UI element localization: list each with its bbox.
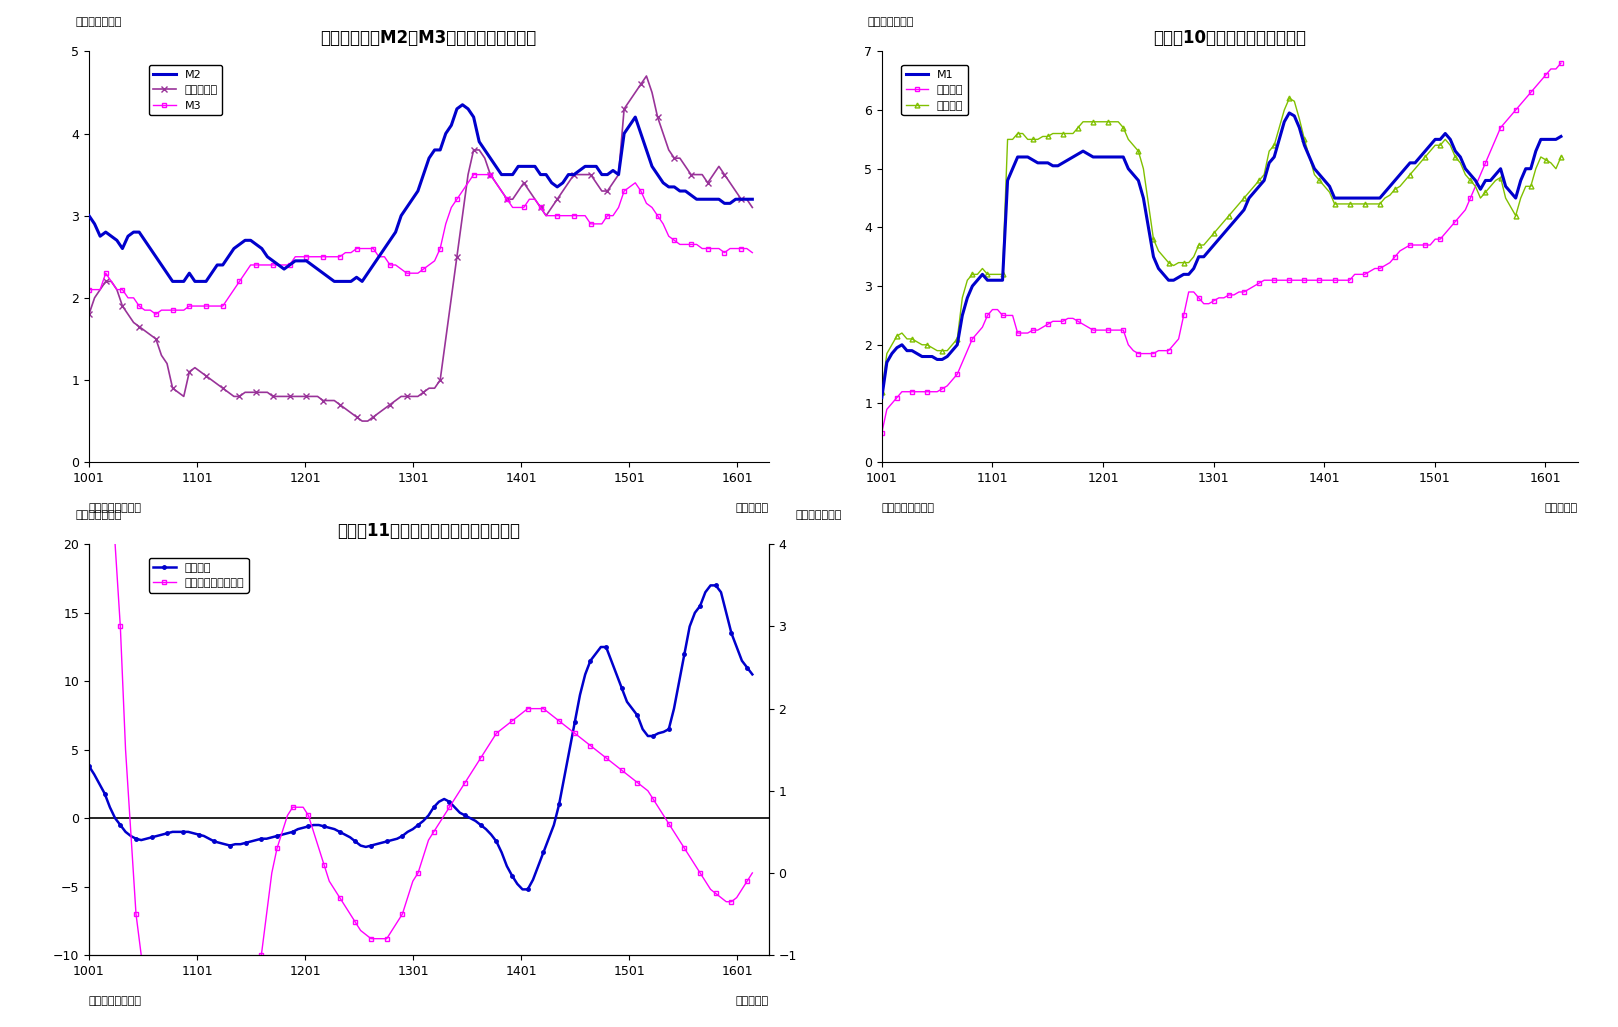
M2 xyxy=(453,99,472,111)
Text: （前年比、％）: （前年比、％） xyxy=(76,16,121,27)
M3 xyxy=(225,283,244,296)
預金通貨 xyxy=(1552,151,1571,163)
Text: （前年比、％）: （前年比、％） xyxy=(76,509,121,520)
M1 xyxy=(1134,192,1154,204)
M2 xyxy=(458,103,477,115)
Text: （年／月）: （年／月） xyxy=(1545,503,1578,514)
M1 xyxy=(872,391,892,404)
Title: （図表９）　M2、M3、広義流動性の動き: （図表９） M2、M3、広義流動性の動き xyxy=(320,29,537,47)
投資信託 xyxy=(722,627,741,640)
準通貨（右メモリ） xyxy=(330,891,349,904)
Legend: M2, 広義流動性, M3: M2, 広義流動性, M3 xyxy=(149,65,222,115)
現金通貨 xyxy=(1134,347,1154,359)
準通貨（右メモリ） xyxy=(429,817,448,830)
投資信託 xyxy=(241,835,260,847)
Legend: 投資信託, 準通貨（右メモリ）: 投資信託, 準通貨（右メモリ） xyxy=(149,558,249,593)
預金通貨 xyxy=(1516,180,1535,192)
投資信託 xyxy=(79,760,99,772)
M1 xyxy=(1516,162,1535,175)
Line: 預金通貨: 預金通貨 xyxy=(879,96,1563,394)
M3 xyxy=(547,210,566,222)
Legend: M1, 現金通貨, 預金通貨: M1, 現金通貨, 預金通貨 xyxy=(901,65,968,115)
広義流動性 xyxy=(731,193,751,205)
広義流動性 xyxy=(79,308,99,320)
広義流動性 xyxy=(743,201,762,214)
Line: M3: M3 xyxy=(86,173,754,316)
投資信託 xyxy=(351,839,371,851)
Text: （資料）日本銀行: （資料）日本銀行 xyxy=(882,503,935,514)
Text: （前年比、％）: （前年比、％） xyxy=(867,16,914,27)
Line: 投資信託: 投資信託 xyxy=(87,583,754,891)
広義流動性 xyxy=(257,386,277,398)
預金通貨 xyxy=(953,292,972,304)
Title: （図表11）　投資信託と準通貨の動き: （図表11） 投資信託と準通貨の動き xyxy=(337,522,521,540)
預金通貨 xyxy=(1430,139,1450,151)
広義流動性 xyxy=(218,386,238,398)
M2 xyxy=(225,242,244,255)
現金通貨 xyxy=(953,356,972,369)
現金通貨 xyxy=(1421,239,1440,252)
M3 xyxy=(264,259,283,271)
M3 xyxy=(615,185,634,197)
M1 xyxy=(953,309,972,321)
Line: 準通貨（右メモリ）: 準通貨（右メモリ） xyxy=(86,0,754,1027)
現金通貨 xyxy=(1511,98,1531,110)
準通貨（右メモリ） xyxy=(356,928,375,941)
M2 xyxy=(163,275,183,288)
投資信託 xyxy=(743,669,762,681)
広義流動性 xyxy=(637,70,657,82)
M1 xyxy=(1435,127,1455,140)
広義流動性 xyxy=(353,415,372,427)
現金通貨 xyxy=(872,426,892,439)
広義流動性 xyxy=(542,201,561,214)
M3 xyxy=(731,242,751,255)
広義流動性 xyxy=(608,168,628,181)
Title: （図表10）　現金・預金の動き: （図表10） 現金・預金の動き xyxy=(1154,29,1306,47)
Text: （年／月）: （年／月） xyxy=(736,503,769,514)
投資信託 xyxy=(701,579,720,592)
M1 xyxy=(1552,130,1571,143)
準通貨（右メモリ） xyxy=(246,990,265,1002)
Line: M2: M2 xyxy=(89,105,752,281)
M3 xyxy=(743,246,762,259)
投資信託 xyxy=(654,726,673,738)
預金通貨 xyxy=(1280,92,1299,105)
M1 xyxy=(1430,134,1450,146)
M2 xyxy=(731,193,751,205)
M2 xyxy=(615,127,634,140)
M3 xyxy=(79,283,99,296)
Line: 現金通貨: 現金通貨 xyxy=(879,61,1563,435)
Text: （資料）日本銀行: （資料）日本銀行 xyxy=(89,503,142,514)
預金通貨 xyxy=(1134,162,1154,175)
現金通貨 xyxy=(1425,233,1445,245)
準通貨（右メモリ） xyxy=(743,867,762,879)
Text: （資料）日本銀行: （資料）日本銀行 xyxy=(89,996,142,1006)
預金通貨 xyxy=(872,385,892,397)
M3 xyxy=(146,308,165,320)
M2 xyxy=(79,210,99,222)
M2 xyxy=(547,181,566,193)
投資信託 xyxy=(513,883,532,896)
預金通貨 xyxy=(1425,139,1445,151)
M2 xyxy=(743,193,762,205)
預金通貨 xyxy=(1435,134,1455,146)
Line: 広義流動性: 広義流動性 xyxy=(86,73,756,424)
投資信託 xyxy=(424,801,443,813)
Text: （前年比、％）: （前年比、％） xyxy=(796,509,841,520)
M1 xyxy=(1280,107,1299,119)
M2 xyxy=(264,255,283,267)
現金通貨 xyxy=(1552,56,1571,69)
準通貨（右メモリ） xyxy=(717,896,736,908)
Text: （年／月）: （年／月） xyxy=(736,996,769,1006)
M3 xyxy=(464,168,484,181)
投資信託 xyxy=(325,823,345,835)
Line: M1: M1 xyxy=(882,113,1561,397)
準通貨（右メモリ） xyxy=(654,809,673,822)
M3 xyxy=(453,185,472,197)
現金通貨 xyxy=(1430,233,1450,245)
M1 xyxy=(1425,134,1445,146)
広義流動性 xyxy=(453,210,472,222)
